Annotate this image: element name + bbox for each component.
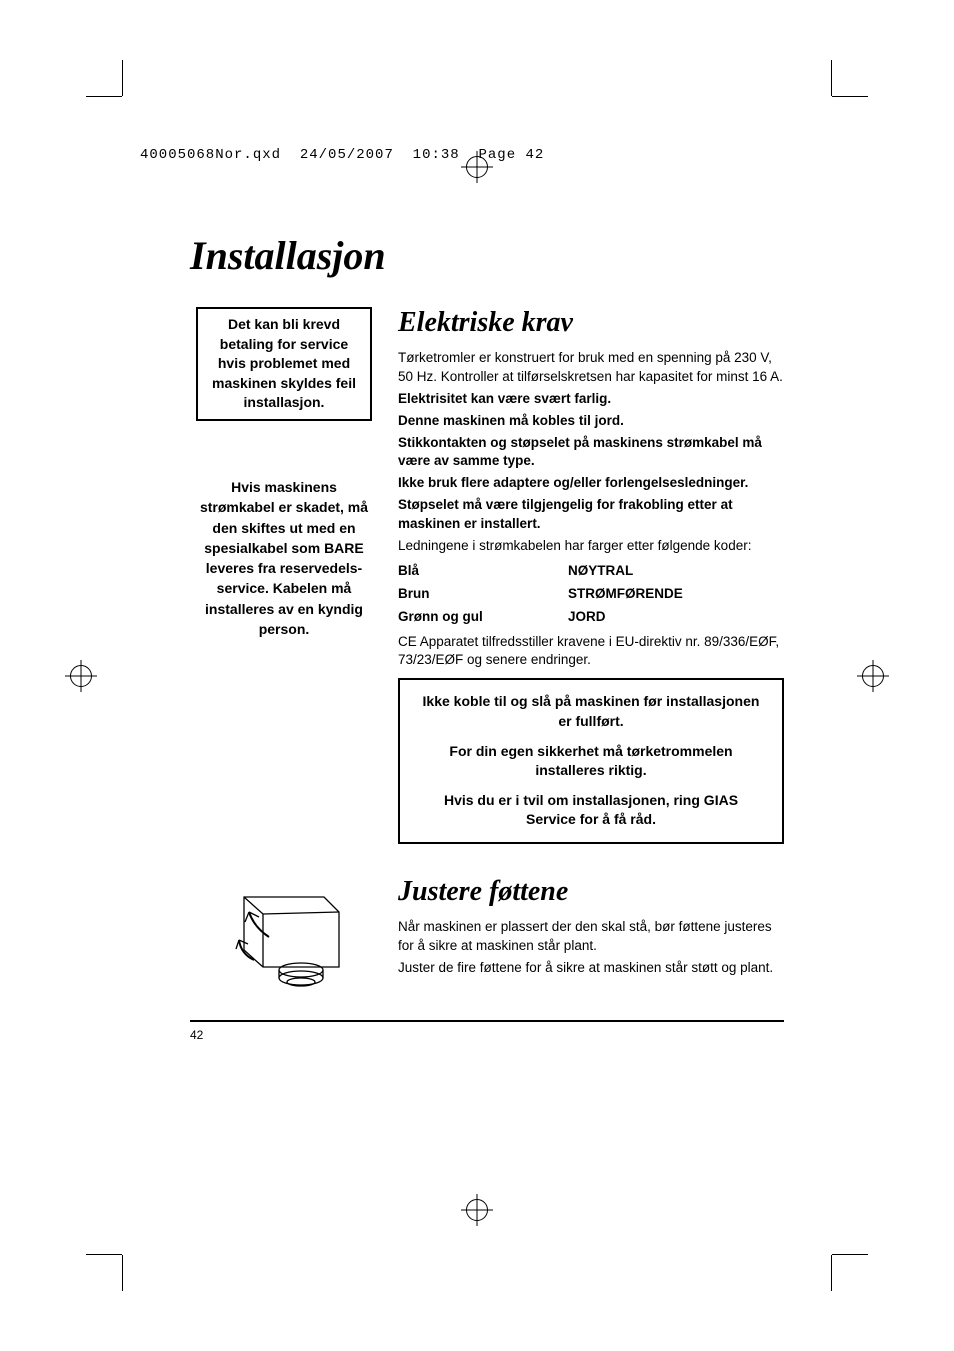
- content-area: Installasjon Det kan bli krevd betaling …: [190, 232, 784, 1186]
- feet-section: Justere føttene Når maskinen er plassert…: [190, 876, 784, 992]
- file-time: 10:38: [413, 147, 460, 163]
- footer-rule: [190, 1020, 784, 1022]
- table-row: BlåNØYTRAL: [398, 560, 683, 583]
- ce-statement: CE Apparatet tilfredsstiller kravene i E…: [398, 633, 784, 671]
- wire-color: Brun: [398, 583, 568, 606]
- electrical-warning-3: Stikkontakten og støpselet på maskinens …: [398, 434, 784, 472]
- page-title: Installasjon: [190, 232, 784, 279]
- wires-intro: Ledningene i strømkabelen har farger ett…: [398, 537, 784, 556]
- page: 40005068Nor.qxd 24/05/2007 10:38 Page 42…: [0, 0, 954, 1351]
- table-row: BrunSTRØMFØRENDE: [398, 583, 683, 606]
- warning-p3: Hvis du er i tvil om installasjonen, rin…: [418, 791, 764, 830]
- feet-p1: Når maskinen er plassert der den skal st…: [398, 918, 784, 956]
- file-date: 24/05/2007: [300, 147, 394, 163]
- table-row: Grønn og gulJORD: [398, 606, 683, 629]
- warning-p1: Ikke koble til og slå på maskinen før in…: [418, 692, 764, 731]
- page-number-footer: 42: [190, 1028, 784, 1042]
- wire-color: Blå: [398, 560, 568, 583]
- two-column-layout: Det kan bli krevd betaling for service h…: [190, 307, 784, 844]
- registration-mark-icon: [70, 665, 92, 687]
- feet-p2: Juster de fire føttene for å sikre at ma…: [398, 959, 784, 978]
- feet-text: Justere føttene Når maskinen er plassert…: [398, 876, 784, 992]
- electrical-warning-2: Denne maskinen må kobles til jord.: [398, 412, 784, 431]
- wire-meaning: STRØMFØRENDE: [568, 583, 683, 606]
- page-number-header: 42: [526, 147, 545, 163]
- installation-warning-box: Ikke koble til og slå på maskinen før in…: [398, 678, 784, 844]
- service-warning-box: Det kan bli krevd betaling for service h…: [196, 307, 372, 421]
- electrical-intro: Tørketromler er konstruert for bruk med …: [398, 349, 784, 387]
- wire-meaning: NØYTRAL: [568, 560, 683, 583]
- electrical-warning-4: Ikke bruk flere adaptere og/eller forlen…: [398, 474, 784, 493]
- print-header: 40005068Nor.qxd 24/05/2007 10:38 Page 42: [140, 147, 544, 163]
- wire-color-table: BlåNØYTRAL BrunSTRØMFØRENDE Grønn og gul…: [398, 560, 683, 629]
- wire-meaning: JORD: [568, 606, 683, 629]
- wire-color: Grønn og gul: [398, 606, 568, 629]
- electrical-heading: Elektriske krav: [398, 307, 784, 339]
- feet-body: Når maskinen er plassert der den skal st…: [398, 918, 784, 978]
- warning-p2: For din egen sikkerhet må tørketrommelen…: [418, 742, 764, 781]
- foot-illustration: [190, 876, 378, 992]
- registration-mark-icon: [862, 665, 884, 687]
- cable-warning-note: Hvis maskinens strømkabel er skadet, må …: [196, 477, 372, 639]
- filename: 40005068Nor.qxd: [140, 147, 281, 163]
- electrical-body: Tørketromler er konstruert for bruk med …: [398, 349, 784, 670]
- adjust-foot-icon: [219, 882, 349, 992]
- left-column: Det kan bli krevd betaling for service h…: [190, 307, 378, 844]
- feet-heading: Justere føttene: [398, 876, 784, 908]
- registration-mark-icon: [466, 1199, 488, 1221]
- electrical-warning-5: Støpselet må være tilgjengelig for frako…: [398, 496, 784, 534]
- right-column: Elektriske krav Tørketromler er konstrue…: [398, 307, 784, 844]
- electrical-warning-1: Elektrisitet kan være svært farlig.: [398, 390, 784, 409]
- page-label: Page: [479, 147, 517, 163]
